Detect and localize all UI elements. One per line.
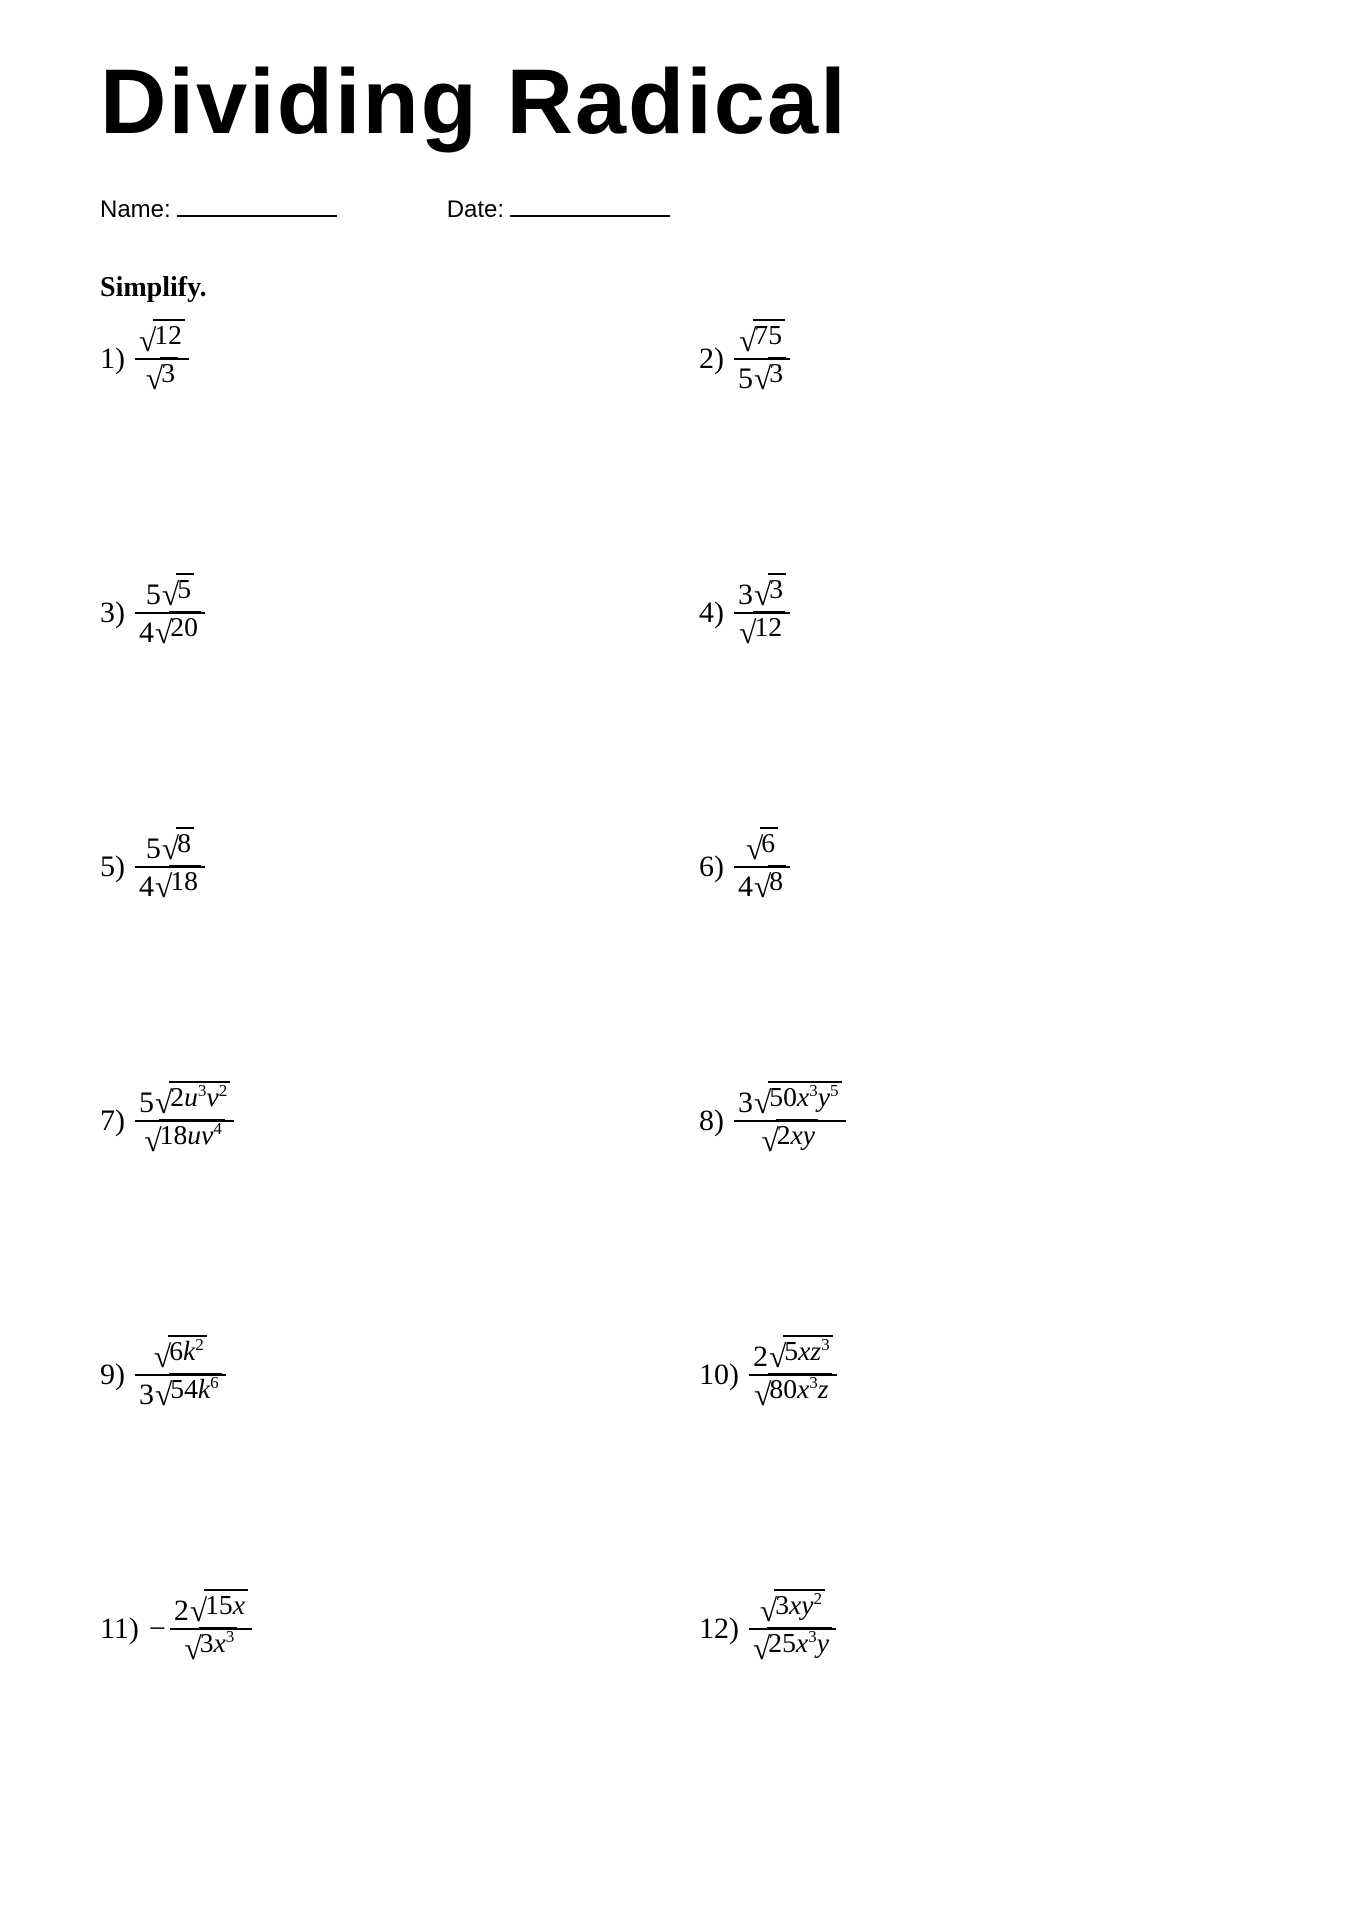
denominator: 4√20	[135, 614, 205, 650]
instruction-label: Simplify.	[100, 272, 1258, 304]
numerator: 2√15x	[170, 1592, 252, 1628]
numerator: 2√5xz3	[749, 1338, 837, 1374]
fraction: √12√3	[135, 322, 189, 396]
numerator: √12	[135, 322, 189, 358]
worksheet-page: Dividing Radical Name: Date: Simplify. 1…	[0, 0, 1358, 1920]
denominator: 4√18	[135, 868, 205, 904]
denominator: √3	[142, 360, 182, 396]
fraction: 2√5xz3√80x3z	[749, 1338, 837, 1412]
numerator: 5√8	[142, 830, 198, 866]
fraction: √6k23√54k6	[135, 1338, 226, 1412]
problem-number: 5)	[100, 852, 125, 882]
meta-row: Name: Date:	[100, 195, 1258, 224]
problem-number: 3)	[100, 598, 125, 628]
numerator: √75	[735, 322, 789, 358]
numerator: 5√5	[142, 576, 198, 612]
numerator: √3xy2	[756, 1592, 829, 1628]
problem-number: 9)	[100, 1360, 125, 1390]
problem-item: 7) 5√2u3v2√18uv4	[100, 1084, 659, 1158]
numerator: 3√3	[734, 576, 790, 612]
problem-item: 5) 5√84√18	[100, 830, 659, 904]
date-field: Date:	[447, 195, 670, 224]
fraction: √755√3	[734, 322, 790, 396]
problem-number: 7)	[100, 1106, 125, 1136]
problem-number: 8)	[699, 1106, 724, 1136]
problem-number: 6)	[699, 852, 724, 882]
problem-item: 6) √64√8	[699, 830, 1258, 904]
fraction: 2√15x√3x3	[170, 1592, 252, 1666]
problem-grid: 1)√12√32)√755√33)5√54√204)3√3√125)5√84√1…	[100, 322, 1258, 1666]
problem-item: 1) √12√3	[100, 322, 659, 396]
problem-item: 12) √3xy2√25x3y	[699, 1592, 1258, 1666]
denominator: √12	[735, 614, 789, 650]
problem-item: 10) 2√5xz3√80x3z	[699, 1338, 1258, 1412]
numerator: 5√2u3v2	[135, 1084, 234, 1120]
fraction: √64√8	[734, 830, 790, 904]
problem-number: 10)	[699, 1360, 739, 1390]
problem-number: 4)	[699, 598, 724, 628]
problem-item: 11)−2√15x√3x3	[100, 1592, 659, 1666]
problem-item: 4) 3√3√12	[699, 576, 1258, 650]
name-label: Name:	[100, 196, 171, 224]
date-label: Date:	[447, 196, 504, 224]
problem-item: 9) √6k23√54k6	[100, 1338, 659, 1412]
fraction: √3xy2√25x3y	[749, 1592, 836, 1666]
denominator: 5√3	[734, 360, 790, 396]
denominator: √80x3z	[750, 1376, 835, 1412]
fraction: 5√84√18	[135, 830, 205, 904]
denominator: √2xy	[757, 1122, 822, 1158]
numerator: √6k2	[150, 1338, 211, 1374]
name-field: Name:	[100, 195, 337, 224]
denominator: √18uv4	[140, 1122, 229, 1158]
problem-item: 3) 5√54√20	[100, 576, 659, 650]
problem-number: 11)	[100, 1614, 139, 1644]
fraction: 5√2u3v2√18uv4	[135, 1084, 234, 1158]
date-blank[interactable]	[510, 195, 670, 217]
problem-number: 2)	[699, 344, 724, 374]
numerator: √6	[742, 830, 782, 866]
denominator: 4√8	[734, 868, 790, 904]
problem-item: 2) √755√3	[699, 322, 1258, 396]
negative-sign: −	[149, 1614, 166, 1644]
denominator: 3√54k6	[135, 1376, 226, 1412]
problem-number: 12)	[699, 1614, 739, 1644]
page-title: Dividing Radical	[100, 50, 1258, 155]
fraction: 5√54√20	[135, 576, 205, 650]
numerator: 3√50x3y5	[734, 1084, 846, 1120]
fraction: 3√50x3y5√2xy	[734, 1084, 846, 1158]
problem-number: 1)	[100, 344, 125, 374]
fraction: 3√3√12	[734, 576, 790, 650]
name-blank[interactable]	[177, 195, 337, 217]
problem-item: 8) 3√50x3y5√2xy	[699, 1084, 1258, 1158]
denominator: √3x3	[180, 1630, 241, 1666]
denominator: √25x3y	[749, 1630, 836, 1666]
